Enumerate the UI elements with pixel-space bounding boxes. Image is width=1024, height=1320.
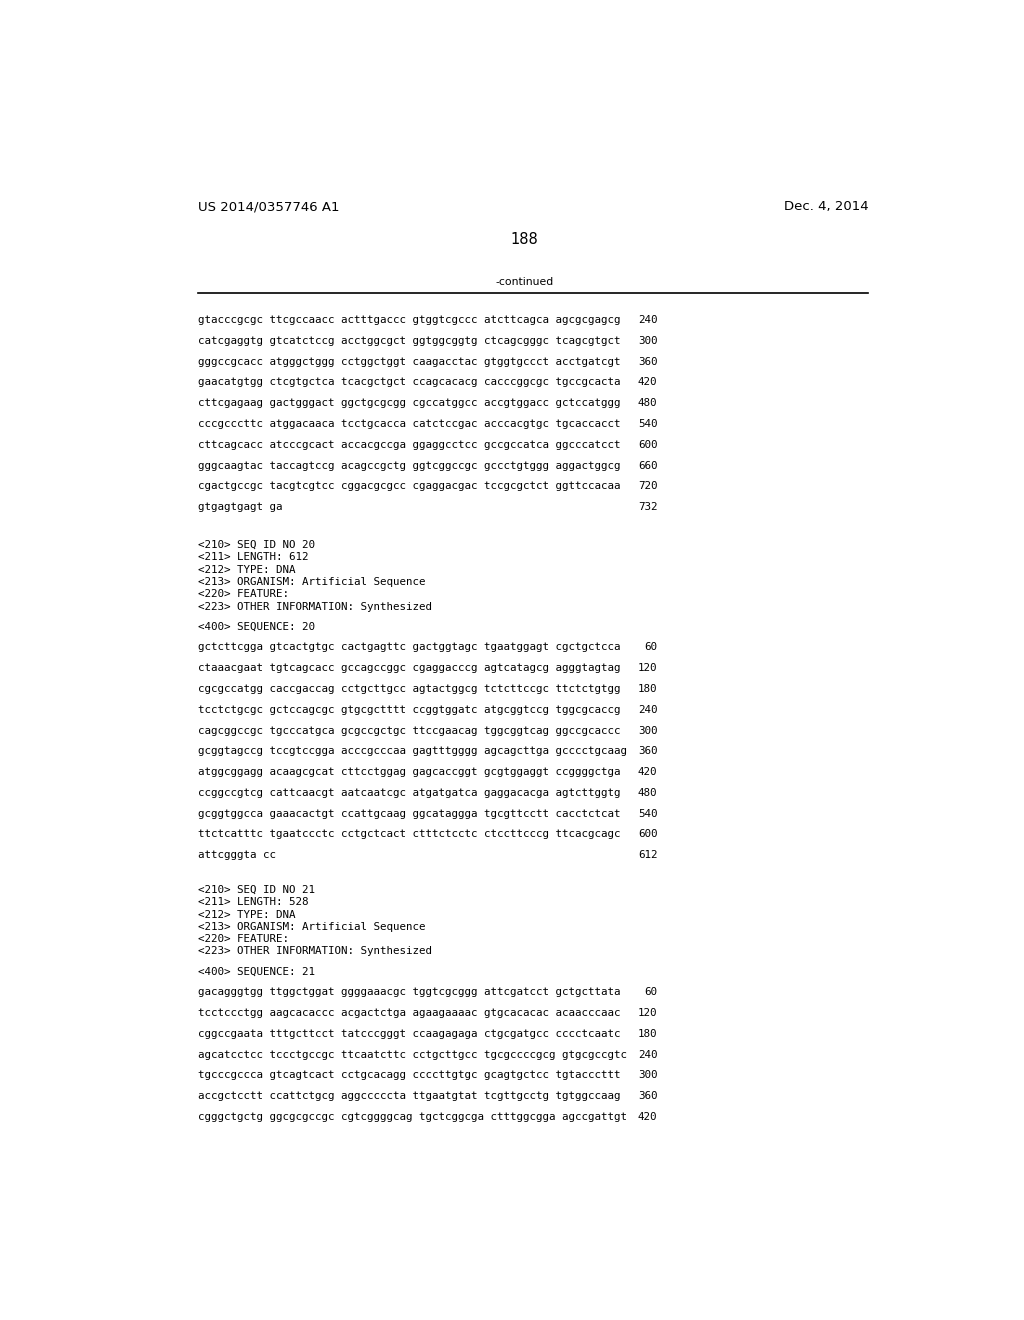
Text: <223> OTHER INFORMATION: Synthesized: <223> OTHER INFORMATION: Synthesized [198,946,432,957]
Text: gacagggtgg ttggctggat ggggaaacgc tggtcgcggg attcgatcct gctgcttata: gacagggtgg ttggctggat ggggaaacgc tggtcgc… [198,987,621,998]
Text: gggccgcacc atgggctggg cctggctggt caagacctac gtggtgccct acctgatcgt: gggccgcacc atgggctggg cctggctggt caagacc… [198,356,621,367]
Text: 180: 180 [638,1028,657,1039]
Text: cttcagcacc atcccgcact accacgccga ggaggcctcc gccgccatca ggcccatcct: cttcagcacc atcccgcact accacgccga ggaggcc… [198,440,621,450]
Text: <220> FEATURE:: <220> FEATURE: [198,935,289,944]
Text: tcctctgcgc gctccagcgc gtgcgctttt ccggtggatc atgcggtccg tggcgcaccg: tcctctgcgc gctccagcgc gtgcgctttt ccggtgg… [198,705,621,714]
Text: 732: 732 [638,502,657,512]
Text: gctcttcgga gtcactgtgc cactgagttc gactggtagc tgaatggagt cgctgctcca: gctcttcgga gtcactgtgc cactgagttc gactggt… [198,643,621,652]
Text: gtgagtgagt ga: gtgagtgagt ga [198,502,283,512]
Text: 60: 60 [644,643,657,652]
Text: 612: 612 [638,850,657,861]
Text: Dec. 4, 2014: Dec. 4, 2014 [783,201,868,214]
Text: 240: 240 [638,705,657,714]
Text: atggcggagg acaagcgcat cttcctggag gagcaccggt gcgtggaggt ccggggctga: atggcggagg acaagcgcat cttcctggag gagcacc… [198,767,621,777]
Text: 600: 600 [638,440,657,450]
Text: <212> TYPE: DNA: <212> TYPE: DNA [198,909,295,920]
Text: <213> ORGANISM: Artificial Sequence: <213> ORGANISM: Artificial Sequence [198,577,425,587]
Text: <400> SEQUENCE: 21: <400> SEQUENCE: 21 [198,966,314,977]
Text: gggcaagtac taccagtccg acagccgctg ggtcggccgc gccctgtggg aggactggcg: gggcaagtac taccagtccg acagccgctg ggtcggc… [198,461,621,471]
Text: 420: 420 [638,1111,657,1122]
Text: <211> LENGTH: 612: <211> LENGTH: 612 [198,552,308,562]
Text: 660: 660 [638,461,657,471]
Text: cgactgccgc tacgtcgtcc cggacgcgcc cgaggacgac tccgcgctct ggttccacaa: cgactgccgc tacgtcgtcc cggacgcgcc cgaggac… [198,482,621,491]
Text: 300: 300 [638,1071,657,1081]
Text: cagcggccgc tgcccatgca gcgccgctgc ttccgaacag tggcggtcag ggccgcaccc: cagcggccgc tgcccatgca gcgccgctgc ttccgaa… [198,726,621,735]
Text: <211> LENGTH: 528: <211> LENGTH: 528 [198,898,308,907]
Text: 300: 300 [638,726,657,735]
Text: 60: 60 [644,987,657,998]
Text: gtacccgcgc ttcgccaacc actttgaccc gtggtcgccc atcttcagca agcgcgagcg: gtacccgcgc ttcgccaacc actttgaccc gtggtcg… [198,315,621,325]
Text: 720: 720 [638,482,657,491]
Text: <210> SEQ ID NO 21: <210> SEQ ID NO 21 [198,884,314,895]
Text: 180: 180 [638,684,657,694]
Text: catcgaggtg gtcatctccg acctggcgct ggtggcggtg ctcagcgggc tcagcgtgct: catcgaggtg gtcatctccg acctggcgct ggtggcg… [198,335,621,346]
Text: <213> ORGANISM: Artificial Sequence: <213> ORGANISM: Artificial Sequence [198,921,425,932]
Text: cgggctgctg ggcgcgccgc cgtcggggcag tgctcggcga ctttggcgga agccgattgt: cgggctgctg ggcgcgccgc cgtcggggcag tgctcg… [198,1111,627,1122]
Text: ctaaacgaat tgtcagcacc gccagccggc cgaggacccg agtcatagcg agggtagtag: ctaaacgaat tgtcagcacc gccagccggc cgaggac… [198,663,621,673]
Text: 480: 480 [638,399,657,408]
Text: 420: 420 [638,767,657,777]
Text: <223> OTHER INFORMATION: Synthesized: <223> OTHER INFORMATION: Synthesized [198,602,432,611]
Text: ccggccgtcg cattcaacgt aatcaatcgc atgatgatca gaggacacga agtcttggtg: ccggccgtcg cattcaacgt aatcaatcgc atgatga… [198,788,621,797]
Text: -continued: -continued [496,277,554,286]
Text: attcgggta cc: attcgggta cc [198,850,275,861]
Text: cttcgagaag gactgggact ggctgcgcgg cgccatggcc accgtggacc gctccatggg: cttcgagaag gactgggact ggctgcgcgg cgccatg… [198,399,621,408]
Text: 120: 120 [638,663,657,673]
Text: 240: 240 [638,315,657,325]
Text: US 2014/0357746 A1: US 2014/0357746 A1 [198,201,339,214]
Text: accgctcctt ccattctgcg aggcccccta ttgaatgtat tcgttgcctg tgtggccaag: accgctcctt ccattctgcg aggcccccta ttgaatg… [198,1092,621,1101]
Text: gaacatgtgg ctcgtgctca tcacgctgct ccagcacacg cacccggcgc tgccgcacta: gaacatgtgg ctcgtgctca tcacgctgct ccagcac… [198,378,621,388]
Text: 480: 480 [638,788,657,797]
Text: <220> FEATURE:: <220> FEATURE: [198,589,289,599]
Text: 540: 540 [638,418,657,429]
Text: tcctccctgg aagcacaccc acgactctga agaagaaaac gtgcacacac acaacccaac: tcctccctgg aagcacaccc acgactctga agaagaa… [198,1008,621,1018]
Text: 240: 240 [638,1049,657,1060]
Text: <212> TYPE: DNA: <212> TYPE: DNA [198,565,295,574]
Text: <400> SEQUENCE: 20: <400> SEQUENCE: 20 [198,622,314,631]
Text: cggccgaata tttgcttcct tatcccgggt ccaagagaga ctgcgatgcc cccctcaatc: cggccgaata tttgcttcct tatcccgggt ccaagag… [198,1028,621,1039]
Text: 300: 300 [638,335,657,346]
Text: 120: 120 [638,1008,657,1018]
Text: gcggtagccg tccgtccgga acccgcccaa gagtttgggg agcagcttga gcccctgcaag: gcggtagccg tccgtccgga acccgcccaa gagtttg… [198,746,627,756]
Text: 420: 420 [638,378,657,388]
Text: agcatcctcc tccctgccgc ttcaatcttc cctgcttgcc tgcgccccgcg gtgcgccgtc: agcatcctcc tccctgccgc ttcaatcttc cctgctt… [198,1049,627,1060]
Text: 360: 360 [638,356,657,367]
Text: cccgcccttc atggacaaca tcctgcacca catctccgac acccacgtgc tgcaccacct: cccgcccttc atggacaaca tcctgcacca catctcc… [198,418,621,429]
Text: 360: 360 [638,1092,657,1101]
Text: 360: 360 [638,746,657,756]
Text: 540: 540 [638,809,657,818]
Text: 600: 600 [638,829,657,840]
Text: gcggtggcca gaaacactgt ccattgcaag ggcataggga tgcgttcctt cacctctcat: gcggtggcca gaaacactgt ccattgcaag ggcatag… [198,809,621,818]
Text: 188: 188 [511,232,539,247]
Text: ttctcatttc tgaatccctc cctgctcact ctttctcctc ctccttcccg ttcacgcagc: ttctcatttc tgaatccctc cctgctcact ctttctc… [198,829,621,840]
Text: <210> SEQ ID NO 20: <210> SEQ ID NO 20 [198,540,314,550]
Text: cgcgccatgg caccgaccag cctgcttgcc agtactggcg tctcttccgc ttctctgtgg: cgcgccatgg caccgaccag cctgcttgcc agtactg… [198,684,621,694]
Text: tgcccgccca gtcagtcact cctgcacagg ccccttgtgc gcagtgctcc tgtacccttt: tgcccgccca gtcagtcact cctgcacagg ccccttg… [198,1071,621,1081]
